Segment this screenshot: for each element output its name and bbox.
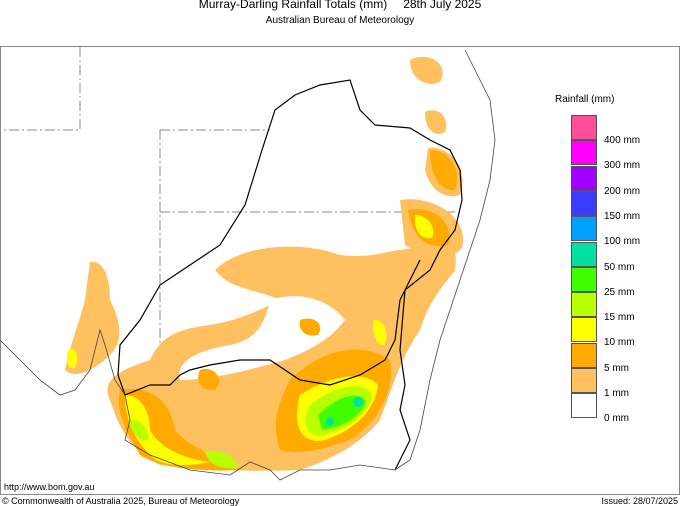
legend-swatch: [571, 115, 597, 140]
legend-label: 5 mm: [604, 362, 629, 374]
map-title: Murray-Darling Rainfall Totals (mm) 28th …: [0, 0, 680, 11]
legend-label: 50 mm: [604, 261, 635, 273]
legend-swatch: [571, 342, 597, 368]
legend-swatch: [571, 165, 597, 191]
legend-swatch: [571, 292, 597, 318]
legend-label: 100 mm: [604, 236, 641, 248]
legend-swatch: [571, 241, 597, 267]
title-text: Murray-Darling Rainfall Totals (mm): [198, 0, 388, 11]
legend-label: 0 mm: [604, 413, 629, 425]
rain-50mm: [326, 397, 363, 426]
legend-label: 15 mm: [604, 312, 635, 324]
copyright: © Commonwealth of Australia 2025, Bureau…: [2, 496, 240, 506]
legend-swatch: [571, 216, 597, 242]
rain-0mm: [179, 296, 345, 380]
legend-label: 200 mm: [604, 185, 641, 197]
legend-swatch: [571, 140, 597, 166]
legend-label: 400 mm: [604, 135, 641, 146]
legend-label: 300 mm: [604, 160, 641, 172]
map-subtitle: Australian Bureau of Meteorology: [265, 15, 415, 26]
legend-label: 10 mm: [604, 337, 635, 349]
legend-label: 1 mm: [604, 388, 629, 399]
legend-swatch: [571, 368, 597, 393]
basin-boundary: [117, 79, 463, 471]
legend-swatch: [571, 190, 597, 216]
coastline: [0, 49, 496, 481]
legend-swatch: [571, 393, 597, 419]
title-date: 28th July 2025: [403, 0, 482, 11]
source-url[interactable]: http://www.bom.gov.au: [4, 482, 95, 492]
issued-date: Issued: 28/07/2025: [601, 496, 678, 506]
legend-swatch: [571, 266, 597, 292]
legend-swatch: [571, 317, 597, 343]
legend-title: Rainfall (mm): [555, 94, 615, 105]
legend-label: 25 mm: [604, 286, 635, 298]
legend-label: 150 mm: [604, 210, 641, 222]
